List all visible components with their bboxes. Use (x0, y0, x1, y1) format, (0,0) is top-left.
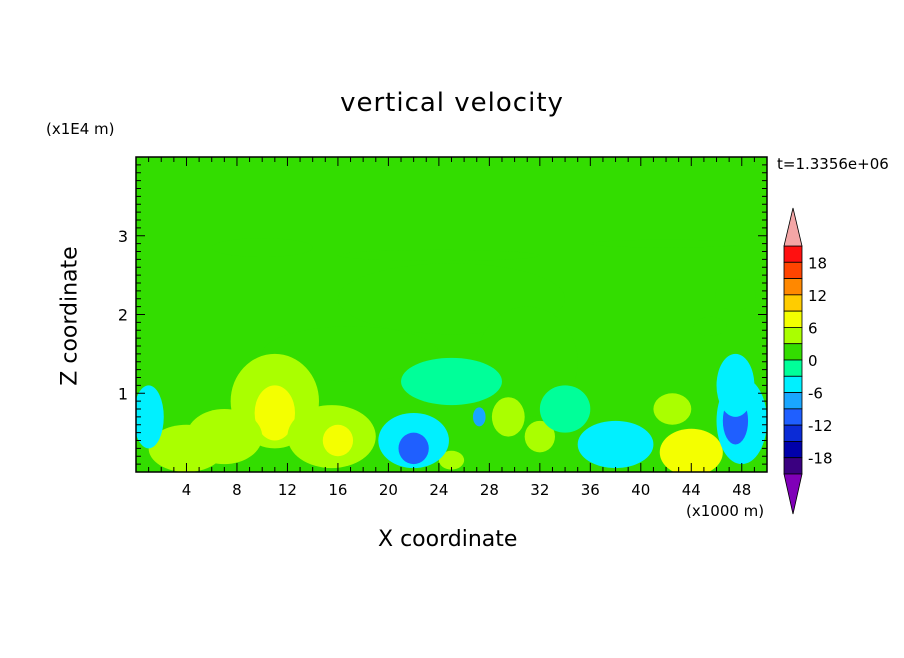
contour-region (653, 393, 692, 425)
x-tick-label: 24 (429, 481, 448, 499)
contour-region (438, 450, 465, 470)
time-label: t=1.3356e+06 (777, 155, 889, 173)
colorbar-segment (783, 392, 803, 410)
x-axis-units: (x1000 m) (686, 502, 765, 520)
y-tick-label: 1 (118, 384, 128, 403)
colorbar-tick-label: 6 (808, 319, 818, 337)
contour-region (254, 385, 296, 441)
contour-region (693, 316, 727, 336)
contour-region (211, 238, 313, 258)
colorbar-segment (783, 294, 803, 312)
colorbar-segment (783, 408, 803, 426)
colorbar-segment (783, 441, 803, 459)
colorbar-over-triangle (783, 207, 803, 247)
contour-region (577, 420, 654, 469)
colorbar-segment (783, 245, 803, 263)
x-tick-label: 8 (232, 481, 242, 499)
x-axis-label: X coordinate (378, 527, 518, 552)
colorbar-tick-label: 18 (808, 254, 827, 272)
x-tick-label: 4 (182, 481, 192, 499)
colorbar-tick-label: -6 (808, 385, 823, 403)
contour-region (491, 397, 525, 437)
colorbar-under-triangle (783, 473, 803, 515)
y-axis-label: Z coordinate (57, 246, 83, 386)
x-tick-label: 36 (581, 481, 600, 499)
colorbar-tick-label: -18 (808, 450, 833, 468)
contour-region (590, 239, 742, 248)
x-tick-label: 20 (379, 481, 398, 499)
x-tick-label: 48 (732, 481, 751, 499)
x-tick-label: 40 (631, 481, 650, 499)
colorbar-segment (783, 278, 803, 296)
x-tick-label: 32 (530, 481, 549, 499)
contour-region (322, 424, 354, 457)
contour-region (262, 326, 439, 382)
colorbar-segment (783, 261, 803, 279)
colorbar-segment (783, 343, 803, 361)
y-tick-label: 3 (118, 227, 128, 246)
contour-region (401, 357, 502, 406)
contour-region (148, 424, 225, 472)
contour-region (539, 385, 591, 433)
contour-region (472, 407, 486, 427)
contour-region (398, 432, 429, 465)
contour-region (524, 420, 555, 453)
contour-region (715, 279, 756, 311)
x-tick-label: 12 (278, 481, 297, 499)
x-tick-label: 44 (682, 481, 701, 499)
x-tick-label: 28 (480, 481, 499, 499)
colorbar-tick-label: 12 (808, 287, 827, 305)
contour-region (136, 385, 164, 449)
colorbar-segment (783, 457, 803, 475)
colorbar-segment (783, 424, 803, 442)
colorbar-tick-label: -12 (808, 417, 833, 435)
y-tick-label: 2 (118, 306, 128, 325)
colorbar-tick-label: 0 (808, 352, 818, 370)
contour-region (659, 428, 723, 472)
colorbar-segment (783, 359, 803, 377)
colorbar-segment (783, 310, 803, 328)
contour-region (337, 249, 540, 261)
contour-region (716, 353, 755, 417)
x-tick-label: 16 (328, 481, 347, 499)
chart-title: vertical velocity (340, 88, 564, 118)
colorbar-segment (783, 327, 803, 345)
colorbar-segment (783, 375, 803, 393)
y-axis-units: (x1E4 m) (46, 120, 115, 138)
